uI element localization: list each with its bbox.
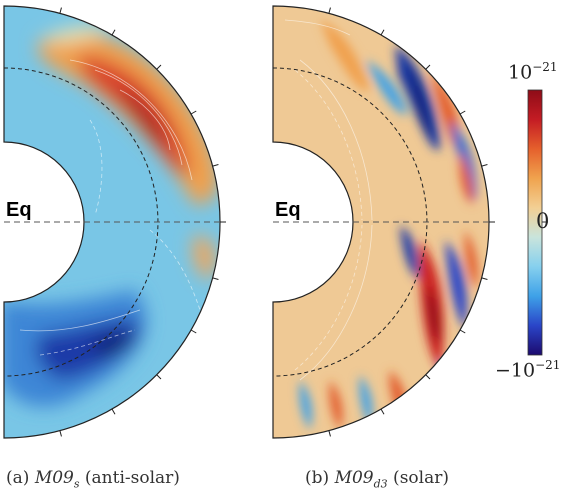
colorbar-zero-label: 0 xyxy=(536,209,550,233)
colorbar-max-label: 10−21 xyxy=(508,60,558,84)
panel-b-tick xyxy=(380,29,385,36)
panel-b-tick xyxy=(380,408,385,415)
panel-a-tick xyxy=(59,430,62,437)
panel-a-contours xyxy=(19,59,201,356)
panel-b-background xyxy=(273,6,489,438)
panel-b-tick xyxy=(481,277,488,280)
panel-a-tick xyxy=(156,374,162,380)
panel-b-tick xyxy=(481,164,488,167)
panel-b-contours xyxy=(284,19,373,381)
panel-a-tick xyxy=(111,408,116,415)
panel-b-tick xyxy=(328,430,331,437)
panel-a-tick xyxy=(111,29,116,36)
panel-b-tick xyxy=(459,329,466,334)
panel-a-field xyxy=(4,26,219,407)
panel-b-equator-label: Eq xyxy=(275,199,301,221)
panel-a-equator-label: Eq xyxy=(6,199,32,221)
panel-a-tick xyxy=(190,329,197,334)
panel-a-tick xyxy=(212,164,219,167)
caption-b: (b) M09d3 (solar) xyxy=(305,468,449,491)
panel-b-tick xyxy=(459,110,466,115)
panel-b-shell-outline xyxy=(272,5,490,439)
panel-a-ticks xyxy=(59,7,226,437)
panel-b-tick xyxy=(425,64,431,70)
panel-b-ticks xyxy=(328,7,495,437)
panel-a xyxy=(3,5,226,439)
panel-b-field xyxy=(299,20,478,430)
panel-a-tick xyxy=(156,64,162,70)
panel-b-tick xyxy=(328,7,331,14)
colorbar-min-label: −10−21 xyxy=(495,358,561,382)
panel-a-shell-outline xyxy=(3,5,221,439)
panel-a-tick xyxy=(190,110,197,115)
panel-b-tick xyxy=(425,374,431,380)
panel-a-tick xyxy=(59,7,62,14)
panel-a-tick xyxy=(212,277,219,280)
panel-b xyxy=(272,5,495,439)
caption-a: (a) M09s (anti-solar) xyxy=(6,468,180,491)
